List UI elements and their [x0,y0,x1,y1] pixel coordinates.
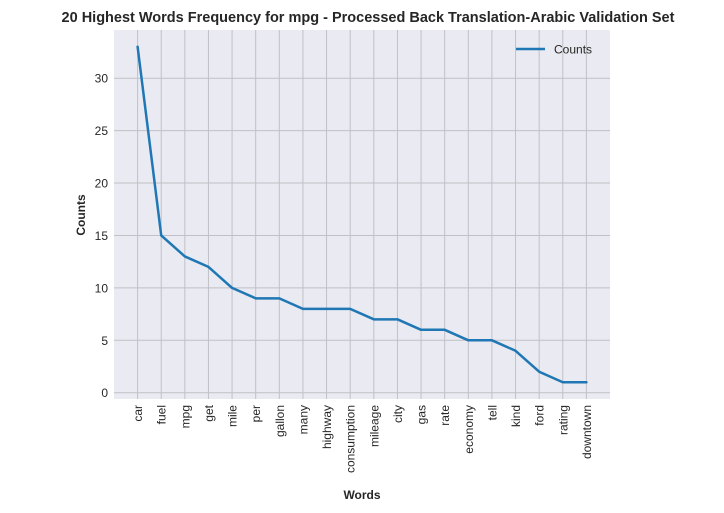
x-tick-label: mpg [178,405,192,428]
y-axis-label: Counts [74,194,88,236]
data-point [254,297,257,300]
series-layer [136,45,588,384]
x-tick-label: rate [438,405,452,426]
x-tick-label: per [249,405,263,422]
data-point [278,297,281,300]
x-tick-label: downtown [580,405,594,459]
x-tick-label: gallon [273,405,287,437]
data-point [585,381,588,384]
data-point [184,255,186,258]
x-tick-label: many [296,405,310,434]
x-tick-label: city [391,405,405,423]
x-tick-labels: car fuel mpg get mile per gallon many highway con… [131,404,594,473]
data-point [491,339,493,342]
x-tick-label: car [131,405,145,422]
data-point [561,381,564,384]
y-tick-labels: 0 5 10 15 20 25 30 [95,72,109,400]
x-tick-label: consumption [344,405,358,473]
x-tick-label: ford [533,405,547,426]
y-tick-label: 15 [95,229,109,243]
data-point [160,234,163,237]
x-tick-label: tell [485,405,499,420]
series-line-counts [136,45,588,384]
x-tick-label: fuel [155,405,169,424]
x-tick-label: economy [462,405,476,454]
data-point [538,370,540,373]
legend-label-counts: Counts [554,43,592,57]
x-tick-label: kind [509,405,523,427]
data-point [420,329,422,331]
grid-lines [114,30,610,399]
y-tick-label: 0 [101,386,108,400]
y-tick-label: 5 [101,334,108,348]
data-point [373,318,375,321]
data-point [302,308,304,310]
x-tick-label: mileage [367,405,381,447]
plot-area [114,30,610,399]
data-point [443,329,446,331]
x-tick-label: get [202,404,216,421]
y-tick-label: 25 [95,124,109,138]
data-point [396,318,399,321]
x-axis-label: Words [343,488,380,502]
x-tick-label: rating [556,405,570,435]
data-point [467,339,470,342]
data-point [136,45,139,48]
x-tick-label: highway [320,405,334,449]
data-point [514,349,517,352]
y-tick-label: 30 [95,72,109,86]
x-tick-label: mile [226,405,240,427]
data-point [325,308,328,310]
y-tick-label: 20 [95,177,109,191]
data-point [349,308,351,310]
y-tick-label: 10 [95,281,109,295]
legend: Counts [516,43,592,57]
chart-title: 20 Highest Words Frequency for mpg - Pro… [62,10,675,26]
data-point [207,266,210,268]
x-tick-label: gas [415,405,429,424]
data-point [231,287,233,289]
